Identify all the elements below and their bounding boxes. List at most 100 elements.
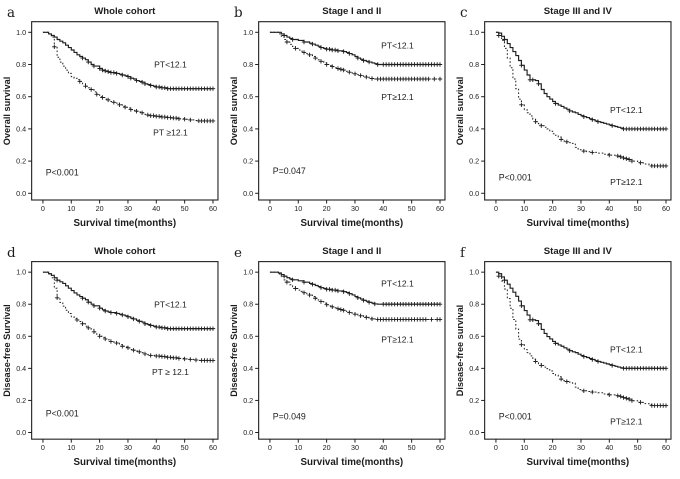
censor-marks bbox=[80, 55, 216, 91]
censor-marks bbox=[496, 33, 669, 169]
y-tick-label: 0.4 bbox=[469, 124, 479, 133]
x-axis-label: Survival time(months) bbox=[300, 457, 403, 468]
km-curve-pt-high bbox=[496, 271, 667, 407]
x-tick-label: 60 bbox=[436, 204, 444, 213]
x-tick-label: 10 bbox=[67, 204, 75, 213]
x-tick-label: 40 bbox=[379, 444, 387, 452]
y-tick-label: 0.0 bbox=[16, 189, 26, 198]
y-tick-label: 0.4 bbox=[16, 365, 26, 373]
y-axis-label: Disease-free Survival bbox=[2, 304, 12, 397]
y-tick-label: 0.4 bbox=[243, 124, 253, 133]
y-tick-label: 0.4 bbox=[470, 365, 480, 373]
curve-label-pt-high: PT ≥12.1 bbox=[153, 127, 188, 137]
x-tick-label: 40 bbox=[152, 204, 160, 213]
km-curve-pt-low bbox=[42, 271, 213, 330]
km-curve-pt-high bbox=[496, 31, 667, 167]
y-tick-label: 0.2 bbox=[16, 157, 26, 166]
axes-frame bbox=[31, 21, 219, 201]
censor-marks bbox=[52, 44, 216, 124]
km-plot-stage34-dfs: f Stage III and IV Disease-free survival… bbox=[455, 246, 672, 468]
y-tick-label: 1.0 bbox=[470, 269, 480, 277]
x-tick-label: 60 bbox=[209, 204, 217, 213]
x-tick-label: 0 bbox=[494, 444, 498, 452]
x-axis-label: Survival time(months) bbox=[73, 218, 176, 229]
km-curve-pt-high bbox=[42, 31, 213, 122]
x-tick-label: 20 bbox=[322, 204, 330, 213]
panel-title: Stage III and IV bbox=[544, 246, 613, 257]
x-tick-label: 30 bbox=[351, 204, 359, 213]
x-tick-label: 10 bbox=[521, 444, 529, 452]
panel-d: d Whole cohort Disease-free Survival Sur… bbox=[0, 240, 227, 479]
x-tick-label: 0 bbox=[268, 444, 272, 452]
x-tick-label: 50 bbox=[407, 444, 415, 452]
x-tick-label: 20 bbox=[96, 204, 104, 213]
x-tick-label: 60 bbox=[662, 204, 670, 213]
panel-f: f Stage III and IV Disease-free survival… bbox=[453, 240, 680, 479]
x-tick-label: 10 bbox=[521, 204, 529, 213]
p-value: P=0.047 bbox=[272, 166, 305, 176]
curve-label-pt-low: PT<12.1 bbox=[610, 344, 643, 354]
y-tick-label: 0.4 bbox=[16, 124, 26, 133]
y-tick-label: 0.0 bbox=[470, 429, 480, 437]
y-tick-label: 0.8 bbox=[243, 60, 253, 69]
x-tick-label: 50 bbox=[407, 204, 415, 213]
curve-label-pt-low: PT<12.1 bbox=[154, 299, 187, 309]
axes-frame bbox=[257, 21, 446, 201]
y-tick-label: 0.8 bbox=[470, 301, 480, 309]
y-tick-label: 0.6 bbox=[469, 92, 479, 101]
curve-label-pt-high: PT≥12.1 bbox=[610, 177, 643, 187]
y-tick-label: 0.0 bbox=[243, 189, 253, 198]
censor-marks bbox=[281, 273, 442, 307]
km-curve-pt-high bbox=[42, 271, 213, 361]
x-tick-label: 10 bbox=[67, 444, 75, 452]
y-tick-label: 1.0 bbox=[16, 28, 26, 37]
y-tick-label: 0.6 bbox=[470, 333, 480, 341]
curve-label-pt-low: PT<12.1 bbox=[381, 279, 414, 289]
x-tick-label: 20 bbox=[549, 204, 557, 213]
y-axis-label: Overall survival bbox=[2, 77, 12, 146]
y-tick-label: 0.8 bbox=[16, 60, 26, 69]
censor-marks bbox=[502, 37, 669, 132]
y-tick-label: 0.2 bbox=[16, 397, 26, 405]
axes-frame bbox=[31, 261, 219, 440]
x-tick-label: 60 bbox=[209, 444, 217, 452]
panel-title: Whole cohort bbox=[94, 6, 156, 17]
p-value: P<0.001 bbox=[499, 172, 532, 182]
panel-letter: d bbox=[7, 246, 16, 261]
km-plot-stage34-os: c Stage III and IV Overall survival Surv… bbox=[455, 5, 672, 229]
x-tick-label: 40 bbox=[379, 204, 387, 213]
panel-letter: c bbox=[460, 5, 468, 21]
panel-b: b Stage I and II Overall survival Surviv… bbox=[227, 0, 454, 240]
x-tick-label: 0 bbox=[41, 204, 45, 213]
x-tick-label: 30 bbox=[124, 204, 132, 213]
x-tick-label: 30 bbox=[577, 444, 585, 452]
y-tick-label: 1.0 bbox=[16, 269, 26, 277]
y-tick-label: 1.0 bbox=[243, 269, 253, 277]
curve-label-pt-low: PT<12.1 bbox=[154, 60, 187, 70]
x-tick-label: 30 bbox=[351, 444, 359, 452]
x-tick-label: 0 bbox=[41, 444, 45, 452]
y-axis-label: Overall survival bbox=[455, 77, 465, 146]
y-axis-label: Overall survival bbox=[229, 77, 239, 146]
km-plot-whole-cohort-os: a Whole cohort Overall survival Survival… bbox=[2, 5, 219, 229]
y-tick-label: 0.0 bbox=[16, 429, 26, 437]
x-tick-label: 30 bbox=[577, 204, 585, 213]
curve-label-pt-high: PT≥12.1 bbox=[610, 416, 643, 426]
km-plot-whole-cohort-dfs: d Whole cohort Disease-free Survival Sur… bbox=[2, 246, 219, 468]
y-tick-label: 1.0 bbox=[243, 28, 253, 37]
x-tick-label: 50 bbox=[181, 444, 189, 452]
y-tick-label: 1.0 bbox=[469, 28, 479, 37]
p-value: P<0.001 bbox=[46, 168, 79, 178]
axes-frame bbox=[484, 261, 672, 440]
x-tick-label: 50 bbox=[181, 204, 189, 213]
x-axis-label: Survival time(months) bbox=[527, 457, 630, 468]
x-tick-label: 20 bbox=[322, 444, 330, 452]
y-axis-label: Disease-free survival bbox=[455, 305, 465, 396]
panel-title: Stage I and II bbox=[322, 6, 381, 17]
panel-title: Stage III and IV bbox=[544, 6, 613, 17]
x-tick-label: 0 bbox=[494, 204, 498, 213]
y-tick-label: 0.8 bbox=[469, 60, 479, 69]
censor-marks bbox=[281, 33, 442, 67]
x-tick-label: 60 bbox=[662, 444, 670, 452]
p-value: P<0.001 bbox=[499, 412, 532, 422]
